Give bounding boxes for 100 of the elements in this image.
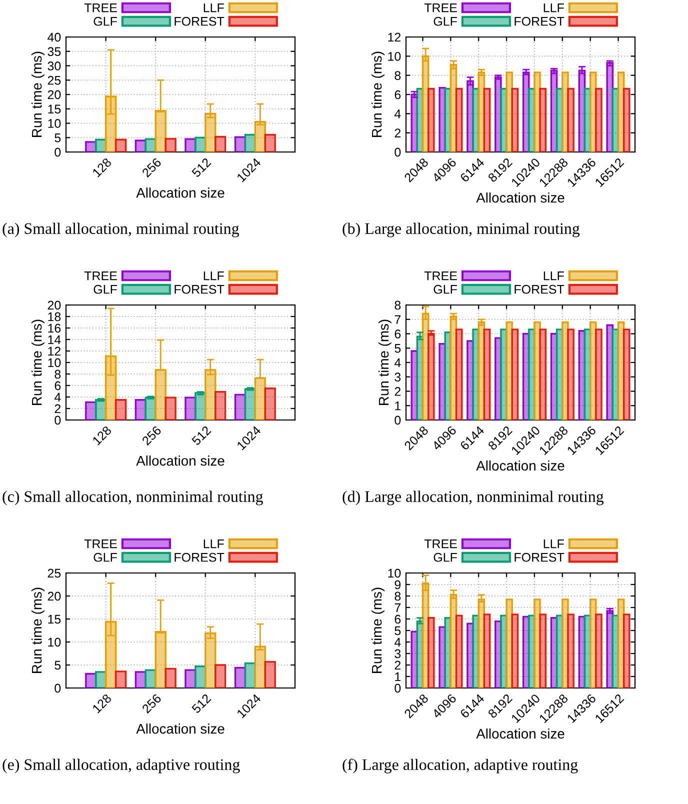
- y-tick-label: 35: [48, 47, 61, 56]
- legend-label: FOREST: [514, 16, 564, 26]
- x-tick-label: 128: [92, 157, 112, 178]
- bar: [595, 614, 602, 688]
- bar: [204, 112, 216, 152]
- y-tick-label: 8: [394, 300, 401, 310]
- y-axis-title: Run time (ms): [378, 320, 392, 405]
- y-tick-label: 10: [48, 119, 61, 128]
- bar: [483, 614, 491, 688]
- y-tick-label: 5: [394, 344, 401, 353]
- y-tick-label: 8: [54, 370, 61, 379]
- bar: [194, 666, 206, 688]
- bar: [264, 388, 276, 420]
- y-tick-label: 4: [394, 358, 401, 368]
- bar: [154, 631, 166, 688]
- bar: [104, 620, 117, 688]
- bar: [154, 369, 166, 420]
- bar: [622, 614, 630, 688]
- bar: [254, 120, 266, 152]
- y-tick-label: 3: [394, 372, 401, 382]
- bar: [214, 390, 226, 420]
- y-axis-title: Run time (ms): [372, 52, 384, 137]
- legend-label: FOREST: [514, 284, 564, 294]
- y-tick-label: 5: [54, 660, 61, 670]
- bar: [144, 669, 156, 688]
- y-tick-label: 6: [394, 90, 401, 100]
- bar: [154, 110, 166, 152]
- y-tick-label: 6: [394, 614, 401, 624]
- y-tick-label: 15: [48, 104, 61, 114]
- y-tick-label: 6: [394, 330, 401, 338]
- bar: [95, 138, 107, 152]
- bar: [428, 332, 435, 420]
- bar: [244, 662, 256, 688]
- x-axis-title: Allocation size: [476, 460, 564, 471]
- y-tick-label: 7: [394, 603, 401, 612]
- legend-label: LLF: [204, 272, 224, 280]
- y-tick-label: 10: [388, 568, 401, 578]
- y-tick-label: 8: [394, 592, 401, 601]
- bar: [539, 328, 546, 420]
- bar: [164, 396, 176, 420]
- text: (f) Large allocation, adaptive routing: [342, 758, 578, 774]
- bar: [511, 614, 519, 688]
- y-tick-label: 0: [54, 684, 61, 693]
- legend-label: GLF: [434, 552, 457, 562]
- y-tick-label: 8: [394, 71, 401, 80]
- bar: [104, 96, 117, 152]
- bar: [595, 88, 602, 152]
- bar: [567, 328, 574, 420]
- bar: [164, 138, 176, 152]
- legend-label: TREE: [84, 4, 117, 12]
- bar: [144, 138, 156, 152]
- y-axis-title: Run time (ms): [32, 320, 44, 405]
- y-tick-label: 2: [394, 660, 401, 670]
- bar: [567, 614, 574, 688]
- legend-label: TREE: [84, 540, 117, 548]
- y-axis-title: Run time (ms): [372, 588, 384, 673]
- y-tick-label: 25: [48, 568, 61, 578]
- bar: [622, 88, 630, 152]
- y-tick-label: 9: [394, 580, 401, 590]
- bar: [194, 136, 206, 152]
- bar: [595, 328, 602, 420]
- y-tick-label: 3: [394, 649, 401, 658]
- text: (d) Large allocation, nonminimal routing: [342, 490, 604, 506]
- y-tick-label: 10: [48, 638, 61, 647]
- y-axis-title: Run time (ms): [32, 52, 44, 137]
- legend-label: TREE: [84, 272, 117, 280]
- y-tick-label: 20: [48, 90, 61, 100]
- x-tick-label: 512: [191, 694, 212, 714]
- bar: [455, 328, 463, 420]
- y-tick-label: 10: [388, 52, 401, 61]
- legend-label: LLF: [544, 272, 564, 280]
- y-tick-label: 12: [388, 32, 401, 42]
- x-tick-label: 512: [191, 426, 212, 446]
- y-axis-title: Run time (ms): [32, 588, 44, 673]
- x-tick-label: 256: [142, 157, 162, 178]
- y-tick-label: 20: [48, 300, 61, 310]
- legend-label: FOREST: [174, 284, 224, 294]
- legend-label: LLF: [544, 540, 564, 548]
- bar: [164, 668, 176, 688]
- bar: [428, 88, 435, 152]
- bar: [483, 88, 491, 152]
- y-tick-label: 4: [54, 392, 61, 402]
- legend-label: GLF: [94, 284, 117, 294]
- bar: [455, 88, 463, 152]
- bar: [539, 88, 546, 152]
- x-axis-title: Allocation size: [136, 724, 224, 734]
- x-axis-title: Allocation size: [476, 728, 564, 739]
- y-tick-label: 14: [48, 335, 61, 344]
- bar: [483, 328, 491, 420]
- x-tick-label: 256: [142, 693, 162, 714]
- bar: [114, 138, 127, 152]
- text: (a) Small allocation, minimal routing: [2, 222, 240, 238]
- y-tick-label: 10: [48, 358, 61, 368]
- y-tick-label: 2: [394, 128, 401, 138]
- bar: [114, 399, 127, 420]
- y-tick-label: 12: [48, 346, 61, 356]
- legend-label: FOREST: [174, 16, 224, 26]
- x-axis-title: Allocation size: [476, 192, 564, 203]
- y-tick-label: 20: [48, 592, 61, 601]
- y-tick-label: 0: [54, 148, 61, 157]
